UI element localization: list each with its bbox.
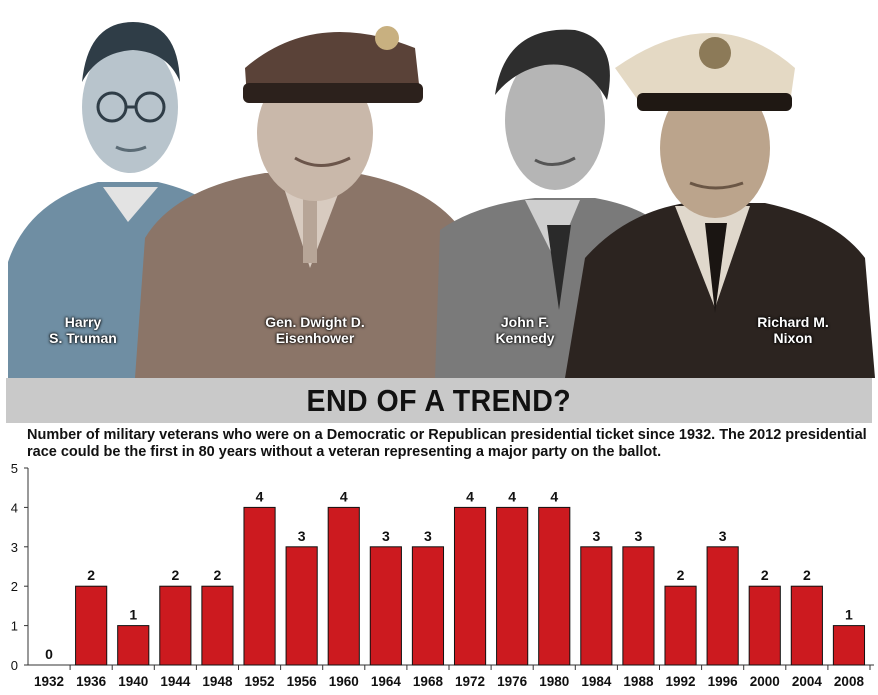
bar — [538, 506, 571, 666]
x-tick-label: 2008 — [834, 674, 865, 689]
x-tick-label: 1968 — [413, 674, 444, 689]
bar — [453, 506, 487, 666]
data-label: 4 — [550, 488, 558, 504]
data-label: 2 — [171, 567, 179, 583]
data-label: 4 — [466, 488, 474, 504]
x-tick-label: 1992 — [666, 674, 696, 689]
data-label: 0 — [45, 646, 53, 662]
caption-kennedy: John F. Kennedy — [480, 314, 570, 346]
x-tick-label: 1960 — [329, 674, 359, 689]
y-tick-label: 1 — [11, 619, 18, 634]
bar — [117, 625, 150, 666]
data-label: 3 — [592, 528, 600, 544]
y-tick-label: 2 — [11, 579, 18, 594]
x-tick-labels: 1932 1936 1940 1944 1948 1952 1956 1960 1964 1968… — [34, 665, 871, 689]
data-label: 1 — [845, 607, 853, 623]
x-tick-label: 1984 — [581, 674, 612, 689]
bar — [664, 585, 697, 666]
nixon-photo — [565, 33, 875, 378]
portrait-eisenhower: Gen. Dwight D. Eisenhower — [135, 8, 480, 378]
x-tick-label: 1996 — [708, 674, 739, 689]
x-tick-label: 1952 — [245, 674, 275, 689]
x-tick-label: 1932 — [34, 674, 64, 689]
data-label: 2 — [214, 567, 222, 583]
caption-kennedy-line1: John F. — [500, 314, 550, 330]
bars: 0 2 1 2 2 4 3 4 3 3 4 4 4 3 3 2 3 2 2 1 — [45, 488, 866, 666]
y-tick-label: 3 — [11, 540, 18, 555]
data-label: 2 — [677, 567, 685, 583]
caption-kennedy-line2: Kennedy — [495, 330, 555, 346]
x-tick-label: 1988 — [623, 674, 654, 689]
bar — [790, 585, 823, 666]
bar — [496, 506, 529, 666]
caption-nixon: Richard M. Nixon — [743, 314, 843, 346]
caption-eisenhower-line1: Gen. Dwight D. — [265, 314, 365, 330]
bar — [285, 546, 318, 666]
bar — [832, 625, 866, 666]
caption-truman: Harry S. Truman — [43, 314, 123, 346]
chart-subtitle: Number of military veterans who were on … — [27, 427, 867, 460]
bar — [159, 585, 192, 666]
bar — [580, 546, 613, 666]
data-label: 4 — [340, 488, 348, 504]
x-tick-label: 1980 — [539, 674, 569, 689]
x-tick-label: 1944 — [160, 674, 191, 689]
x-tick-label: 1936 — [76, 674, 107, 689]
y-tick-label: 4 — [11, 500, 18, 515]
bar — [411, 546, 445, 666]
caption-truman-line2: S. Truman — [49, 330, 117, 346]
bar — [327, 506, 360, 666]
caption-nixon-line1: Richard M. — [757, 314, 829, 330]
portrait-nixon: Richard M. Nixon — [565, 8, 875, 378]
caption-truman-line1: Harry — [64, 314, 102, 330]
x-tick-label: 2004 — [792, 674, 823, 689]
data-label: 3 — [719, 528, 727, 544]
bar — [622, 546, 655, 666]
bar — [369, 546, 402, 666]
caption-eisenhower: Gen. Dwight D. Eisenhower — [245, 314, 385, 346]
data-label: 3 — [424, 528, 432, 544]
data-label: 2 — [87, 567, 95, 583]
data-label: 2 — [761, 567, 769, 583]
x-tick-label: 1948 — [202, 674, 233, 689]
bar — [75, 585, 108, 666]
caption-nixon-line2: Nixon — [773, 330, 813, 346]
x-tick-label: 1976 — [497, 674, 528, 689]
y-tick-label: 0 — [11, 658, 18, 673]
caption-eisenhower-line2: Eisenhower — [275, 330, 355, 346]
data-label: 4 — [256, 488, 264, 504]
portrait-strip: Harry S. Truman Gen. Dwight D. Eisenhowe… — [8, 8, 875, 378]
eisenhower-photo — [135, 26, 480, 378]
data-label: 3 — [382, 528, 390, 544]
data-label: 1 — [129, 607, 137, 623]
bar — [243, 506, 276, 666]
bar — [706, 546, 739, 666]
x-tick-label: 1956 — [287, 674, 318, 689]
x-tick-label: 1964 — [371, 674, 402, 689]
data-label: 3 — [298, 528, 306, 544]
data-label: 2 — [803, 567, 811, 583]
bar — [201, 585, 234, 666]
x-tick-label: 1972 — [455, 674, 485, 689]
chart-title: END OF A TREND? — [306, 382, 572, 418]
data-label: 3 — [635, 528, 643, 544]
x-tick-label: 2000 — [750, 674, 780, 689]
data-label: 4 — [508, 488, 516, 504]
title-band: END OF A TREND? — [6, 378, 872, 423]
bar — [748, 585, 781, 666]
y-tick-label: 5 — [11, 462, 18, 476]
x-tick-label: 1940 — [118, 674, 148, 689]
bar-chart: 0 1 2 3 4 5 0 2 1 2 2 4 3 4 3 3 4 4 4 3 3 2 3 2 2 1 1932 1936 1940… — [11, 462, 874, 689]
